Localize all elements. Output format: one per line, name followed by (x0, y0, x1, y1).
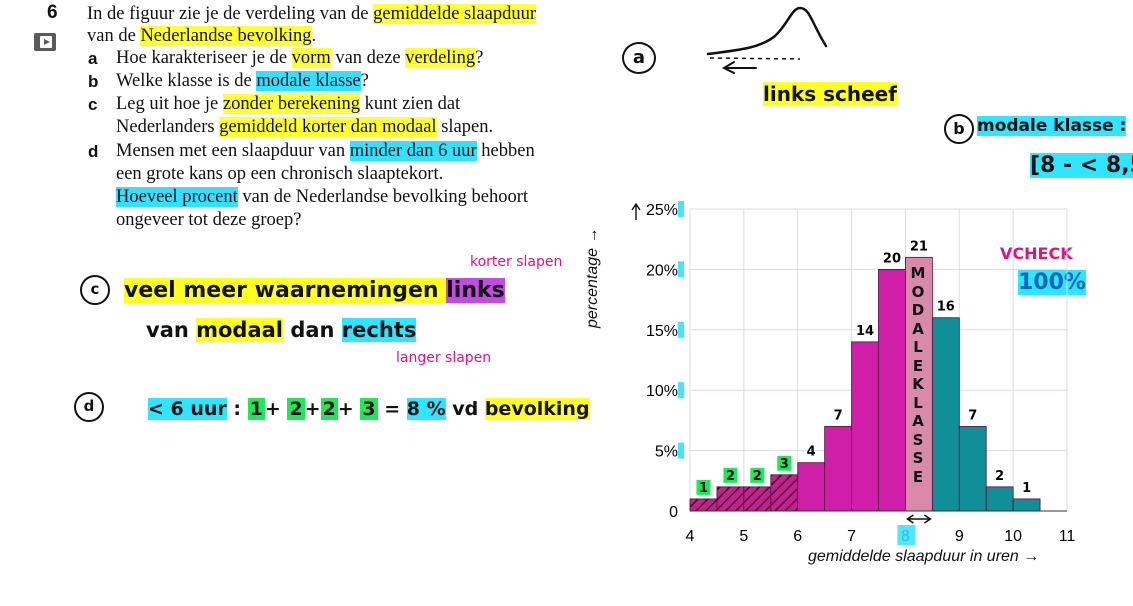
note-check: VCHECK (1000, 244, 1073, 263)
y-tick-label: 20% (646, 262, 678, 279)
modal-class-letter: A (912, 319, 924, 338)
y-tick-label: 15% (646, 323, 678, 340)
histogram-bar (770, 474, 799, 512)
question-c-line-2: Nederlanders gemiddeld korter dan modaal… (116, 117, 494, 137)
intro-line-1: In de figuur zie je de verdeling van de … (87, 4, 536, 24)
histogram-bar (689, 498, 718, 512)
histogram-bar (878, 269, 906, 512)
y-tick-label: 0 (669, 504, 678, 521)
x-tick-label: 11 (1059, 528, 1076, 545)
histogram-bar (958, 426, 987, 512)
bar-value-label: 1 (699, 481, 708, 496)
histogram-bar (743, 486, 772, 512)
y-tick-label: 10% (646, 383, 678, 400)
question-number: 6 (47, 2, 58, 23)
modal-class-letter: S (912, 430, 924, 449)
question-c-line-1: Leg uit hoe je zonder berekening kunt zi… (116, 94, 461, 114)
note-c-above: korter slapen (470, 254, 563, 270)
sub-c-letter: c (88, 95, 98, 114)
bar-value-label: 2 (726, 469, 735, 484)
tick-highlight (678, 382, 684, 399)
value-label-highlight (696, 479, 711, 495)
question-a: Hoe karakteriseer je de vorm van deze ve… (116, 48, 484, 68)
modal-class-letter: D (911, 301, 925, 319)
tick-highlight (678, 261, 684, 278)
bar-value-label: 1 (1022, 481, 1031, 496)
tick-highlight (678, 442, 684, 459)
note-check-total: 100% (1018, 270, 1086, 295)
modal-class-letter: L (913, 338, 923, 356)
tick-highlight (678, 201, 684, 217)
modal-class-letter: E (912, 467, 924, 486)
tick-highlight (678, 321, 684, 338)
intro-line-2: van de Nederlandse bevolking. (87, 26, 317, 46)
note-a-circle: a (622, 42, 656, 74)
x-tick-label: 5 (739, 528, 748, 545)
bar-value-label: 2 (753, 469, 762, 484)
note-d-line: < 6 uur : 1 + 2 +2 + 3 = 8 % vd bevolking (148, 398, 590, 420)
modal-class-letter: S (912, 449, 924, 467)
note-c-line-1: veel meer waarnemingen links (124, 278, 505, 303)
histogram-bar (931, 317, 960, 512)
histogram-bar (716, 486, 745, 512)
x-axis-label: gemiddelde slaapduur in uren → (808, 548, 1040, 565)
histogram-bar (1012, 498, 1041, 512)
y-tick-label: 25% (646, 202, 678, 219)
question-d-line-1: Mensen met een slaapduur van minder dan … (116, 141, 535, 161)
histogram-bar (797, 462, 826, 512)
y-axis-arrow (631, 202, 641, 220)
bar-value-label: 4 (807, 445, 816, 460)
histogram-bar (905, 256, 933, 512)
sub-a-letter: a (88, 49, 98, 68)
skew-sketch (706, 6, 828, 74)
x-tick-label: 7 (847, 528, 856, 545)
tick-highlight (897, 525, 916, 545)
question-d-line-4: ongeveer tot deze groep? (116, 210, 302, 230)
modal-class-letter: E (912, 356, 924, 375)
modal-class-letter: A (912, 412, 924, 430)
bar-value-label: 3 (780, 457, 789, 472)
question-d-line-2: een grote kans op een chronisch slaaptek… (116, 164, 444, 184)
video-play-icon[interactable] (34, 33, 56, 51)
note-c-below: langer slapen (396, 350, 492, 366)
bar-value-label: 7 (968, 408, 977, 423)
note-c-circle: c (80, 275, 110, 305)
bar-value-label: 14 (856, 324, 874, 339)
note-b-answer: modale klasse : (977, 116, 1127, 136)
note-b-circle: b (944, 114, 974, 144)
histogram-bar (851, 341, 879, 512)
note-b-interval: [8 - < 8,5 (1030, 153, 1133, 178)
histogram-bar (985, 486, 1014, 512)
bar-value-label: 20 (883, 251, 901, 266)
sub-d-letter: d (88, 142, 99, 161)
modal-width-arrow (905, 514, 932, 524)
sub-b-letter: b (88, 72, 99, 91)
value-label-highlight (750, 467, 765, 483)
note-a-answer: links scheef (763, 82, 897, 106)
value-label-highlight (723, 467, 738, 483)
histogram-bar (824, 426, 852, 512)
value-label-highlight (777, 455, 792, 471)
modal-class-letter: K (912, 375, 924, 393)
bar-value-label: 7 (834, 408, 843, 423)
x-tick-label: 6 (793, 528, 802, 545)
question-b: Welke klasse is de modale klasse? (116, 71, 369, 91)
note-c-line-2: van modaal dan rechts (146, 318, 417, 342)
question-d-line-3: Hoeveel procent van de Nederlandse bevol… (116, 187, 528, 207)
modal-class-letter: M (910, 264, 926, 282)
bar-value-label: 16 (937, 300, 955, 315)
x-tick-label: 9 (955, 528, 964, 545)
bar-value-label: 21 (910, 239, 928, 254)
y-tick-label: 5% (655, 444, 678, 461)
modal-class-letter: L (913, 393, 923, 412)
note-d-circle: d (74, 392, 104, 422)
x-tick-label: 4 (686, 528, 695, 545)
modal-class-letter: O (911, 282, 925, 301)
bar-value-label: 2 (995, 469, 1004, 484)
y-axis-label: percentage → (584, 227, 601, 328)
x-tick-label: 10 (1004, 528, 1022, 545)
